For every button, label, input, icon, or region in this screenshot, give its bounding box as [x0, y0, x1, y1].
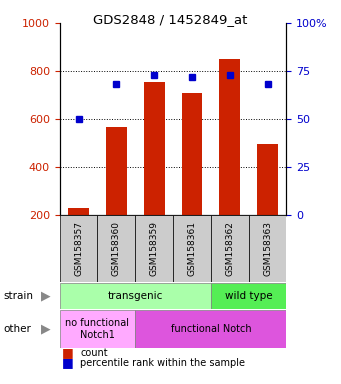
Bar [60, 215, 98, 282]
Bar [173, 215, 211, 282]
Bar [106, 127, 127, 215]
Text: GSM158359: GSM158359 [150, 221, 159, 276]
Bar [98, 215, 135, 282]
Text: strain: strain [3, 291, 33, 301]
Text: wild type: wild type [225, 291, 272, 301]
Bar [257, 144, 278, 215]
Text: other: other [3, 324, 31, 334]
Text: ▶: ▶ [41, 290, 51, 303]
Text: GDS2848 / 1452849_at: GDS2848 / 1452849_at [93, 13, 248, 26]
Bar [211, 283, 286, 309]
Bar [60, 283, 211, 309]
Bar [219, 59, 240, 215]
Text: GSM158357: GSM158357 [74, 221, 83, 276]
Text: ▶: ▶ [41, 322, 51, 335]
Text: no functional
Notch1: no functional Notch1 [65, 318, 130, 339]
Text: transgenic: transgenic [107, 291, 163, 301]
Text: GSM158362: GSM158362 [225, 221, 234, 276]
Bar [60, 310, 135, 348]
Text: count: count [80, 348, 108, 358]
Text: GSM158363: GSM158363 [263, 221, 272, 276]
Bar [249, 215, 286, 282]
Bar [211, 215, 249, 282]
Text: functional Notch: functional Notch [170, 324, 251, 334]
Bar [135, 310, 286, 348]
Bar [144, 82, 165, 215]
Bar [181, 93, 202, 215]
Text: ■: ■ [61, 356, 73, 369]
Text: GSM158360: GSM158360 [112, 221, 121, 276]
Bar [68, 208, 89, 215]
Text: percentile rank within the sample: percentile rank within the sample [80, 358, 245, 368]
Bar [135, 215, 173, 282]
Text: ■: ■ [61, 346, 73, 359]
Text: GSM158361: GSM158361 [188, 221, 196, 276]
